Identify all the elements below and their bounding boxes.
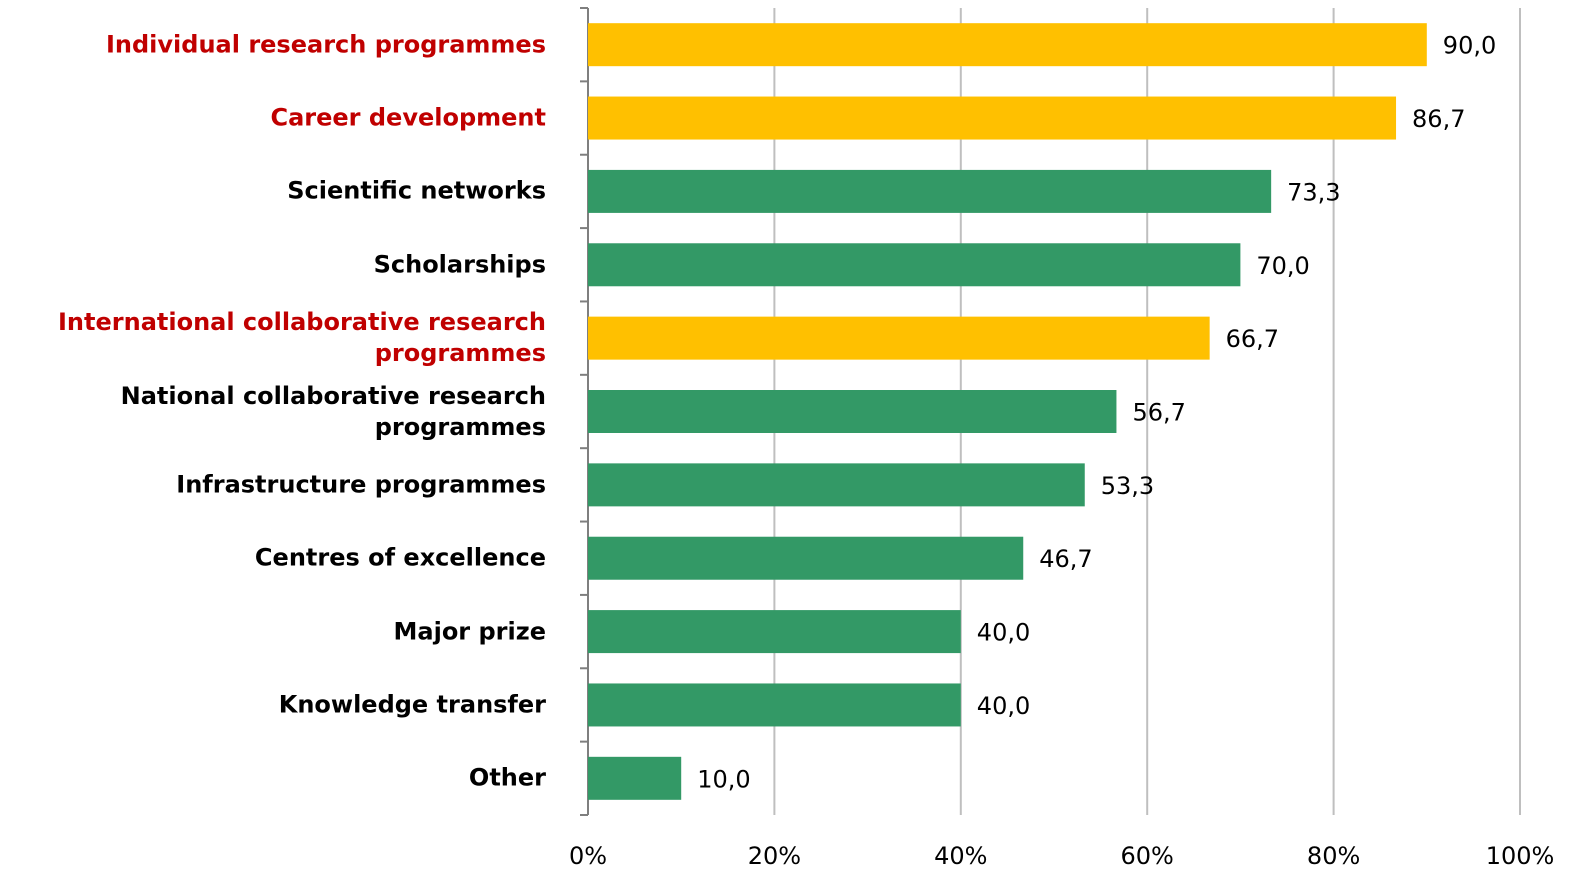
y-tick-label: International collaborative research pro… xyxy=(58,308,546,368)
y-tick-label: Other xyxy=(468,763,546,792)
x-tick-label: 80% xyxy=(1307,842,1360,870)
value-label: 66,7 xyxy=(1226,325,1279,353)
y-tick-label: Scientific networks xyxy=(287,176,546,205)
bar xyxy=(588,169,1272,213)
x-tick-label: 0% xyxy=(569,842,607,870)
y-tick-label: National collaborative research programm… xyxy=(120,381,546,441)
bar xyxy=(588,390,1117,433)
bar xyxy=(588,316,1210,360)
bar xyxy=(588,683,961,727)
value-label: 40,0 xyxy=(977,692,1030,720)
bar xyxy=(588,23,1427,67)
value-label: 86,7 xyxy=(1412,105,1465,133)
value-label: 53,3 xyxy=(1101,472,1154,500)
value-label: 46,7 xyxy=(1039,545,1092,573)
bar xyxy=(588,756,682,800)
y-tick-label: Infrastructure programmes xyxy=(176,470,546,499)
x-tick-label: 100% xyxy=(1486,842,1555,870)
x-tick-label: 40% xyxy=(934,842,987,870)
bar xyxy=(588,243,1241,287)
value-label: 90,0 xyxy=(1443,32,1496,60)
bar xyxy=(588,610,961,654)
y-tick-label: Major prize xyxy=(393,617,546,646)
bar xyxy=(588,96,1397,140)
y-tick-label: Centres of excellence xyxy=(254,543,546,572)
x-tick-label: 20% xyxy=(748,842,801,870)
value-label: 56,7 xyxy=(1132,399,1185,427)
bar xyxy=(588,536,1024,580)
value-label: 10,0 xyxy=(697,765,750,793)
value-label: 70,0 xyxy=(1256,252,1309,280)
y-tick-label: Scholarships xyxy=(373,250,546,279)
value-label: 73,3 xyxy=(1287,178,1340,206)
x-tick-label: 60% xyxy=(1121,842,1174,870)
value-label: 40,0 xyxy=(977,619,1030,647)
y-tick-label: Knowledge transfer xyxy=(278,690,546,719)
y-tick-label: Individual research programmes xyxy=(105,30,546,59)
y-tick-label: Career development xyxy=(270,103,546,132)
bar xyxy=(588,463,1085,507)
